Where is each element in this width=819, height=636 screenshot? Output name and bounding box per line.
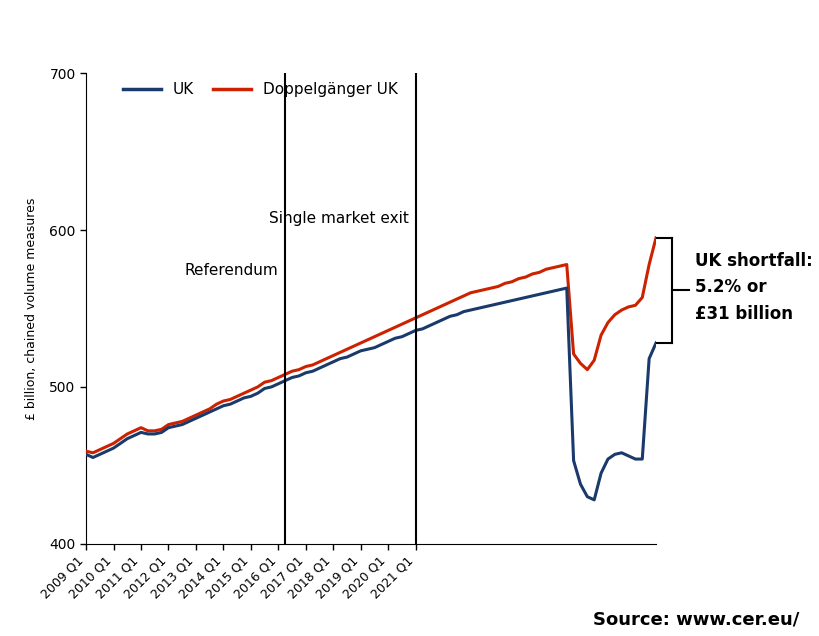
Text: Referendum: Referendum <box>184 263 278 278</box>
Y-axis label: £ billion, chained volume measures: £ billion, chained volume measures <box>25 197 38 420</box>
Text: Source: www.cer.eu/: Source: www.cer.eu/ <box>592 611 799 628</box>
Text: GDP: GDP <box>382 18 437 41</box>
Text: UK shortfall:
5.2% or
£31 billion: UK shortfall: 5.2% or £31 billion <box>695 252 812 322</box>
Text: Single market exit: Single market exit <box>269 211 409 226</box>
Legend: UK, Doppelgänger UK: UK, Doppelgänger UK <box>116 76 404 103</box>
